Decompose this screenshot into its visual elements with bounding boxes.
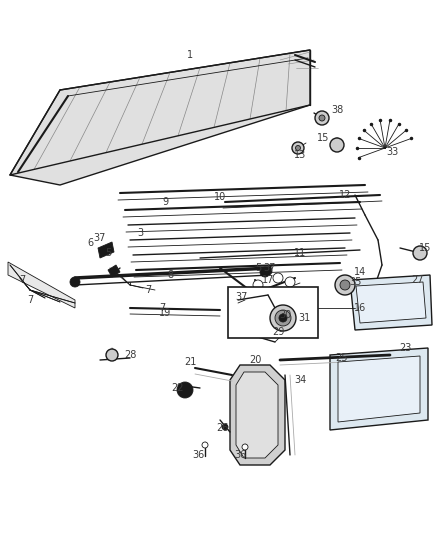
Text: 37: 37	[94, 233, 106, 243]
Circle shape	[260, 267, 270, 277]
Text: 7: 7	[159, 303, 165, 313]
Text: 31: 31	[298, 313, 310, 323]
Text: 27: 27	[412, 275, 424, 285]
Text: 37: 37	[264, 263, 276, 273]
Circle shape	[106, 349, 118, 361]
Text: 9: 9	[162, 197, 168, 207]
Circle shape	[335, 275, 355, 295]
Text: 30: 30	[279, 310, 291, 320]
Text: 28: 28	[124, 350, 136, 360]
Text: 6: 6	[87, 238, 93, 248]
Circle shape	[177, 382, 193, 398]
Text: 15: 15	[317, 133, 329, 143]
Circle shape	[292, 142, 304, 154]
Circle shape	[330, 138, 344, 152]
Polygon shape	[10, 50, 310, 185]
Bar	[228, 287, 318, 338]
Text: 17: 17	[262, 275, 274, 285]
Text: 33: 33	[386, 147, 398, 157]
Text: 36: 36	[234, 450, 246, 460]
Text: 14: 14	[354, 267, 366, 277]
Circle shape	[296, 146, 300, 150]
Text: 19: 19	[159, 308, 171, 318]
Text: 15: 15	[419, 243, 431, 253]
Text: 7: 7	[145, 285, 151, 295]
Polygon shape	[350, 275, 432, 330]
Text: 23: 23	[399, 343, 411, 353]
Circle shape	[264, 267, 272, 275]
Text: 26: 26	[216, 423, 228, 433]
Circle shape	[319, 115, 325, 121]
Circle shape	[340, 280, 350, 290]
Text: 11: 11	[294, 248, 306, 258]
Text: 3: 3	[137, 228, 143, 238]
Text: 25: 25	[336, 353, 348, 363]
Text: 5: 5	[105, 248, 111, 258]
Polygon shape	[230, 365, 285, 465]
Text: 7: 7	[27, 295, 33, 305]
Text: 37: 37	[236, 292, 248, 302]
Circle shape	[285, 277, 295, 287]
Polygon shape	[330, 348, 428, 430]
Polygon shape	[338, 356, 420, 422]
Text: 5: 5	[255, 263, 261, 273]
Text: 8: 8	[167, 270, 173, 280]
Text: 34: 34	[294, 375, 306, 385]
Circle shape	[70, 277, 80, 287]
Text: 29: 29	[272, 327, 284, 337]
Polygon shape	[8, 262, 75, 308]
Circle shape	[315, 111, 329, 125]
Text: 36: 36	[192, 450, 204, 460]
Circle shape	[413, 246, 427, 260]
Text: 7: 7	[19, 275, 25, 285]
Polygon shape	[356, 282, 426, 323]
Text: 12: 12	[339, 190, 351, 200]
Circle shape	[273, 273, 283, 283]
Text: 1: 1	[187, 50, 193, 60]
Circle shape	[202, 442, 208, 448]
Text: 35: 35	[349, 277, 361, 287]
Circle shape	[253, 280, 263, 290]
Circle shape	[279, 314, 287, 322]
Polygon shape	[108, 265, 120, 277]
Circle shape	[222, 424, 228, 430]
Text: 38: 38	[331, 105, 343, 115]
Text: 10: 10	[214, 192, 226, 202]
Polygon shape	[236, 372, 278, 458]
Text: 13: 13	[294, 150, 306, 160]
Circle shape	[242, 444, 248, 450]
Circle shape	[270, 305, 296, 331]
Polygon shape	[98, 242, 114, 258]
Text: 22: 22	[172, 383, 184, 393]
Text: 20: 20	[249, 355, 261, 365]
Text: 16: 16	[354, 303, 366, 313]
Text: 21: 21	[184, 357, 196, 367]
Circle shape	[275, 310, 291, 326]
